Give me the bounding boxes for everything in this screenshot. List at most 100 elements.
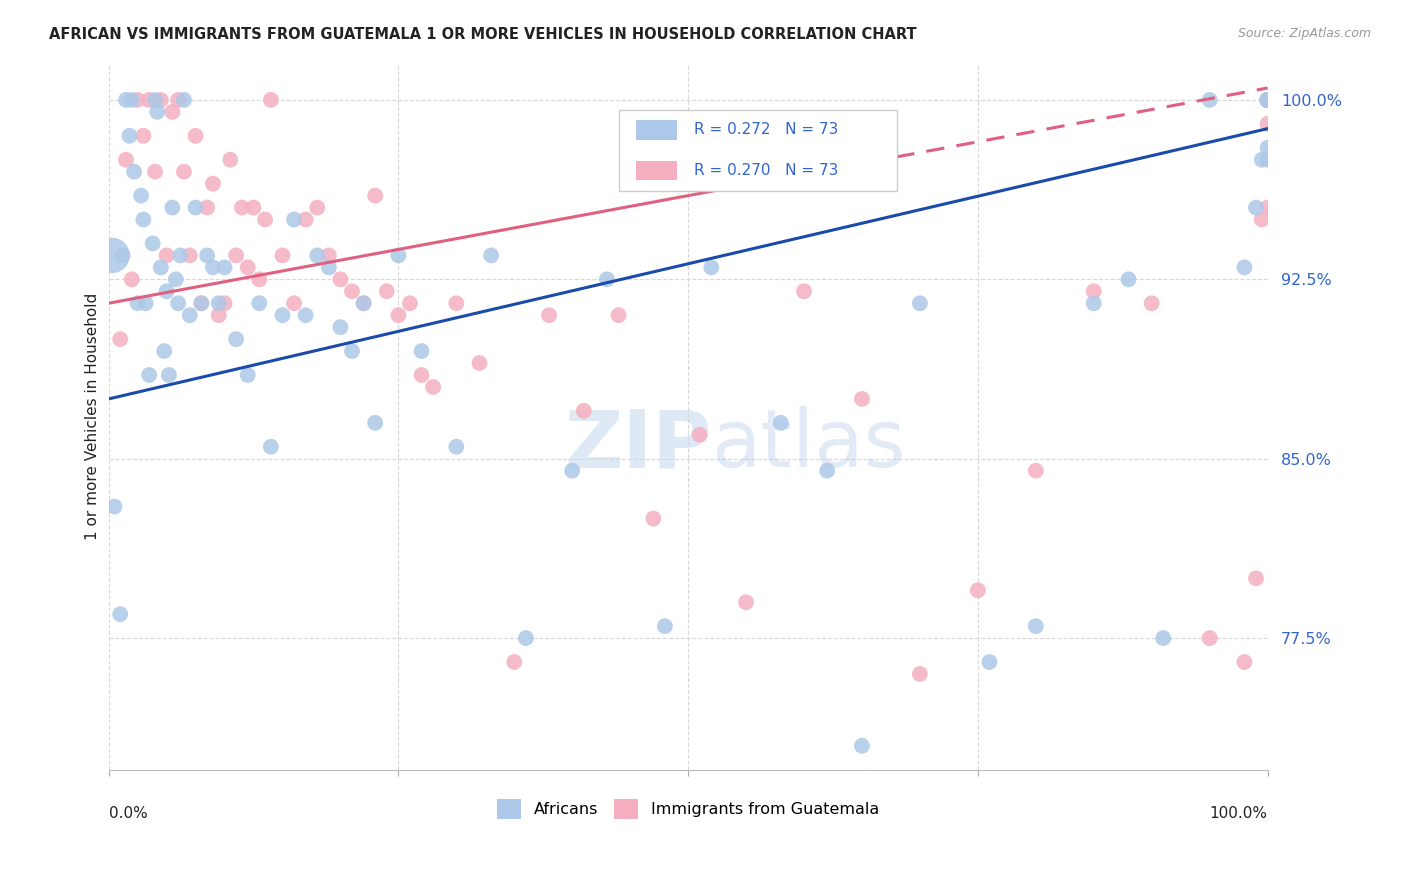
Point xyxy=(340,344,363,359)
Point xyxy=(1257,141,1279,155)
Point xyxy=(225,332,247,346)
Text: R = 0.272   N = 73: R = 0.272 N = 73 xyxy=(695,122,838,137)
Point xyxy=(1083,285,1105,299)
Point xyxy=(1152,631,1174,645)
Point xyxy=(387,248,409,262)
Point xyxy=(115,93,138,107)
Point xyxy=(353,296,375,310)
Point xyxy=(318,260,340,275)
Point xyxy=(173,164,195,178)
FancyBboxPatch shape xyxy=(619,110,897,191)
Point xyxy=(1257,93,1279,107)
Point xyxy=(735,595,758,609)
Point xyxy=(1257,93,1279,107)
Point xyxy=(537,308,560,322)
Point xyxy=(294,212,316,227)
Legend: Africans, Immigrants from Guatemala: Africans, Immigrants from Guatemala xyxy=(491,793,886,825)
Point xyxy=(219,153,242,167)
Point xyxy=(247,296,270,310)
Text: 0.0%: 0.0% xyxy=(108,805,148,821)
Point xyxy=(643,511,665,525)
Point xyxy=(1244,201,1267,215)
Point xyxy=(225,248,247,262)
Point xyxy=(700,260,723,275)
Point xyxy=(214,296,236,310)
Point xyxy=(153,344,176,359)
Point xyxy=(387,308,409,322)
Point xyxy=(208,308,231,322)
Point xyxy=(689,427,711,442)
Point xyxy=(1257,117,1279,131)
Point xyxy=(162,201,184,215)
Point xyxy=(1025,464,1047,478)
Point xyxy=(1257,93,1279,107)
Point xyxy=(307,201,329,215)
Point xyxy=(294,308,316,322)
Point xyxy=(1257,93,1279,107)
Point xyxy=(201,260,224,275)
Point xyxy=(1140,296,1163,310)
Point xyxy=(1257,153,1279,167)
Point xyxy=(1250,153,1272,167)
Point xyxy=(242,201,264,215)
Point xyxy=(851,392,873,406)
Point xyxy=(149,93,172,107)
Point xyxy=(1257,93,1279,107)
Point xyxy=(1257,93,1279,107)
Point xyxy=(283,212,305,227)
Point xyxy=(271,248,294,262)
Bar xyxy=(636,161,676,180)
Point xyxy=(851,739,873,753)
Point xyxy=(149,260,172,275)
Point xyxy=(654,619,676,633)
Point xyxy=(190,296,212,310)
Point xyxy=(596,272,619,286)
Point xyxy=(329,320,352,334)
Point xyxy=(283,296,305,310)
Point xyxy=(157,368,180,382)
Point xyxy=(127,93,149,107)
Point xyxy=(1257,93,1279,107)
Point xyxy=(179,308,201,322)
Point xyxy=(195,201,218,215)
Point xyxy=(236,368,259,382)
Point xyxy=(411,344,433,359)
Point xyxy=(422,380,444,394)
Point xyxy=(260,93,283,107)
Point xyxy=(121,272,143,286)
Point xyxy=(769,416,792,430)
Point xyxy=(122,164,145,178)
Point xyxy=(607,308,630,322)
Point xyxy=(815,464,838,478)
Point xyxy=(179,248,201,262)
Point xyxy=(231,201,253,215)
Point xyxy=(118,128,141,143)
Y-axis label: 1 or more Vehicles in Household: 1 or more Vehicles in Household xyxy=(86,293,100,541)
Point xyxy=(132,212,155,227)
Point xyxy=(129,188,152,202)
Point xyxy=(110,607,132,622)
Point xyxy=(468,356,491,370)
Point xyxy=(1257,201,1279,215)
Point xyxy=(127,296,149,310)
Point xyxy=(908,667,931,681)
Point xyxy=(908,296,931,310)
Point xyxy=(138,368,160,382)
Point xyxy=(132,128,155,143)
Point xyxy=(214,260,236,275)
Point xyxy=(364,416,387,430)
Point xyxy=(208,296,231,310)
Point xyxy=(1257,93,1279,107)
Point xyxy=(247,272,270,286)
Point xyxy=(173,93,195,107)
Point xyxy=(979,655,1001,669)
Point xyxy=(1233,260,1256,275)
Point xyxy=(143,93,166,107)
Point xyxy=(307,248,329,262)
Point xyxy=(195,248,218,262)
Point xyxy=(1250,212,1272,227)
Point xyxy=(111,248,134,262)
Point xyxy=(101,248,124,262)
Point xyxy=(329,272,352,286)
Point xyxy=(1257,93,1279,107)
